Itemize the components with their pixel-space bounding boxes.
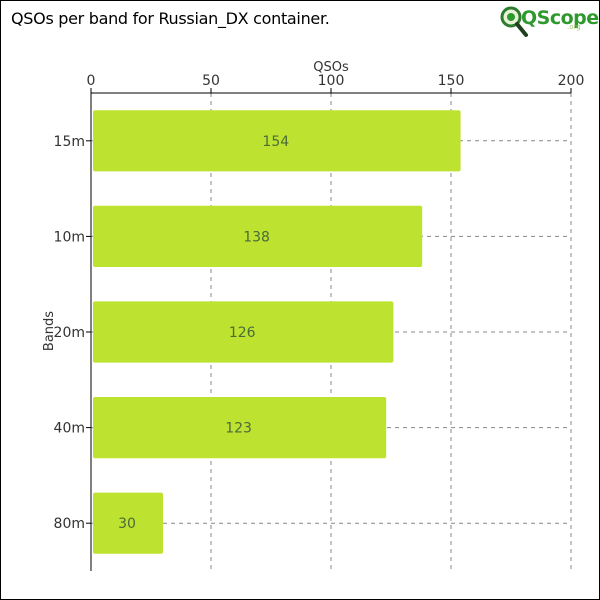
bar-value-label: 123 bbox=[225, 421, 252, 437]
y-tick-label: 15m bbox=[54, 134, 85, 150]
bar-10m bbox=[93, 205, 423, 267]
magnifier-icon bbox=[500, 6, 528, 37]
x-axis-label: QSOs bbox=[313, 60, 349, 75]
x-tick-label: 0 bbox=[87, 73, 96, 89]
bar-value-label: 138 bbox=[243, 229, 270, 245]
chart-title: QSOs per band for Russian_DX container. bbox=[11, 9, 330, 28]
y-tick-label: 20m bbox=[54, 325, 85, 341]
x-tick-label: 100 bbox=[318, 73, 345, 89]
x-tick-label: 150 bbox=[438, 73, 465, 89]
bar-20m bbox=[93, 301, 394, 363]
qscope-logo: QScope .org bbox=[499, 5, 599, 39]
bar-value-label: 30 bbox=[118, 516, 136, 532]
bar-40m bbox=[93, 397, 387, 459]
x-tick-label: 200 bbox=[558, 73, 585, 89]
bars-layer: 154 138 126 123 30 bbox=[93, 110, 461, 554]
logo-text: QScope bbox=[521, 7, 599, 29]
x-tick-label: 50 bbox=[202, 73, 220, 89]
y-axis-label: Bands bbox=[42, 311, 57, 351]
y-tick-label: 40m bbox=[54, 421, 85, 437]
bar-80m bbox=[93, 492, 163, 554]
bar-15m bbox=[93, 110, 461, 172]
logo-subtext: .org bbox=[567, 23, 581, 31]
axis-layer: 0 50 100 150 200 15m 10m 20m 40m 80m bbox=[54, 73, 585, 571]
bar-value-label: 154 bbox=[262, 134, 289, 150]
y-tick-label: 10m bbox=[54, 229, 85, 245]
y-tick-label: 80m bbox=[54, 516, 85, 532]
bar-value-label: 126 bbox=[229, 325, 256, 341]
